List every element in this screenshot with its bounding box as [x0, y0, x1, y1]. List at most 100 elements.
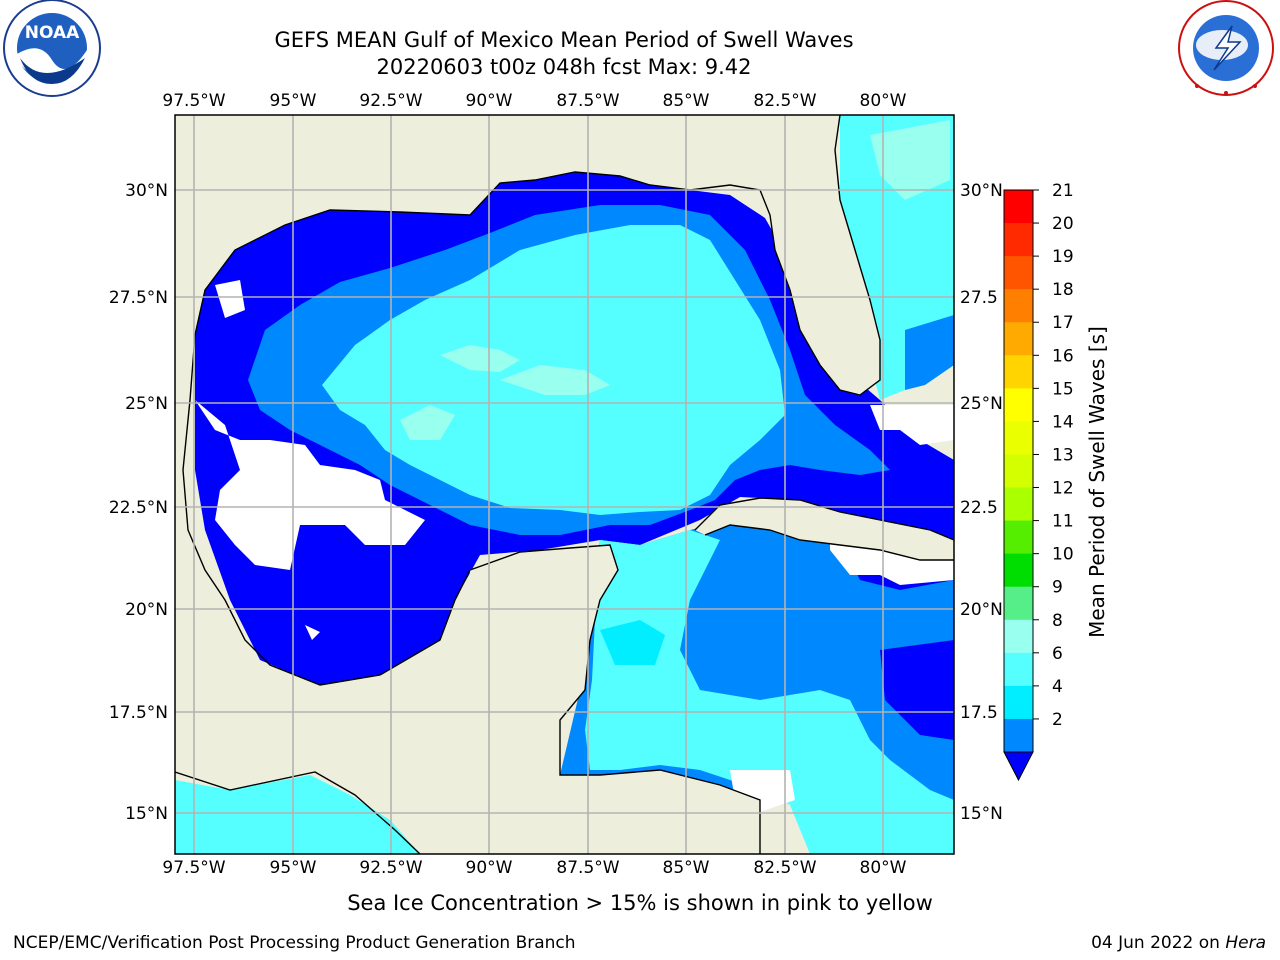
- colorbar-segment: [1004, 718, 1033, 753]
- graticule: [175, 115, 954, 854]
- caribbean-swell-field: [585, 530, 954, 854]
- lat-label: 27.5°N: [109, 288, 168, 308]
- lat-label: 17.5: [960, 703, 998, 723]
- swell-field-pale: [400, 405, 455, 440]
- colorbar-tick-label: 19: [1052, 247, 1074, 267]
- lon-labels-bottom: 97.5°W 95°W 92.5°W 90°W 87.5°W 85°W 82.5…: [162, 858, 906, 878]
- lat-label: 25°N: [125, 394, 168, 414]
- coastline: [182, 115, 881, 686]
- colorbar: [1003, 189, 1034, 782]
- lon-label: 80°W: [860, 91, 907, 111]
- lon-label: 95°W: [270, 858, 317, 878]
- colorbar-segment: [1004, 685, 1033, 720]
- map-frame: [174, 114, 955, 855]
- colorbar-tick-label: 6: [1052, 644, 1063, 664]
- gulf-map: [175, 115, 954, 854]
- lat-label: 27.5: [960, 288, 998, 308]
- date-text: 04 Jun 2022 on: [1091, 933, 1226, 953]
- lon-labels-top: 97.5°W 95°W 92.5°W 90°W 87.5°W 85°W 82.5…: [162, 91, 906, 111]
- lon-label: 92.5°W: [359, 858, 422, 878]
- lon-label: 82.5°W: [753, 858, 816, 878]
- lon-label: 92.5°W: [359, 91, 422, 111]
- land-yucatan: [430, 545, 618, 790]
- coastline: [694, 497, 954, 541]
- colorbar-segment: [1004, 190, 1033, 224]
- colorbar-tick-label: 8: [1052, 611, 1063, 631]
- colorbar-tick-label: 15: [1052, 379, 1074, 399]
- sea-ice-note-text: Sea Ice Concentration > 15% is shown in …: [347, 891, 933, 915]
- lat-label: 20°N: [125, 600, 168, 620]
- colorbar-tick-label: 11: [1052, 512, 1074, 532]
- coastline: [469, 544, 761, 854]
- missing-data-patch: [215, 280, 245, 318]
- lat-labels-right: 30°N 27.5 25°N 22.5 20°N 17.5 15°N: [960, 181, 1003, 824]
- caribbean-swell-field: [600, 620, 665, 665]
- lon-label: 97.5°W: [162, 858, 225, 878]
- land-cuba: [695, 498, 954, 560]
- colorbar-frame: [1003, 189, 1034, 753]
- colorbar-tick-label: 12: [1052, 479, 1074, 499]
- colorbar-segment: [1004, 322, 1033, 356]
- date-host: 04 Jun 2022 on Hera: [1091, 933, 1266, 953]
- noaa-logo: NOAA: [3, 0, 101, 97]
- colorbar-segment: [1004, 487, 1033, 522]
- lon-label: 87.5°W: [556, 858, 619, 878]
- map-subtitle-run-info: 20220603 t00z 048h fcst Max: 9.42: [376, 55, 752, 79]
- colorbar-segment: [1004, 421, 1033, 455]
- lat-labels-left: 30°N 27.5°N 25°N 22.5°N 20°N 17.5°N 15°N: [109, 181, 168, 824]
- nws-logo: [1178, 0, 1274, 96]
- colorbar-tick-label: 10: [1052, 545, 1074, 565]
- colorbar-tick-label: 13: [1052, 445, 1074, 465]
- colorbar-segment: [1004, 454, 1033, 489]
- host-name: Hera: [1225, 933, 1266, 953]
- lat-label: 17.5°N: [109, 703, 168, 723]
- credit-text: NCEP/EMC/Verification Post Processing Pr…: [13, 933, 576, 953]
- colorbar-tick-label: 17: [1052, 313, 1074, 333]
- colorbar-tick-label: 21: [1052, 181, 1074, 201]
- noaa-logo-text: NOAA: [25, 23, 80, 43]
- lon-label: 85°W: [663, 91, 710, 111]
- coastline: [175, 771, 421, 854]
- lon-label: 85°W: [663, 858, 710, 878]
- lon-label: 82.5°W: [753, 91, 816, 111]
- colorbar-tick-label: 14: [1052, 412, 1074, 432]
- atlantic-swell-field: [905, 315, 954, 390]
- missing-data-patch: [195, 400, 425, 570]
- colorbar-segment: [1004, 388, 1033, 422]
- swell-field-pale: [440, 345, 520, 372]
- colorbar-segment: [1004, 652, 1033, 687]
- lon-label: 80°W: [860, 858, 907, 878]
- lat-label: 20°N: [960, 600, 1003, 620]
- coastline: [704, 524, 954, 561]
- colorbar-tick-label: 18: [1052, 280, 1074, 300]
- map-title: GEFS MEAN Gulf of Mexico Mean Period of …: [274, 28, 854, 52]
- colorbar-tick-label: 4: [1052, 677, 1063, 697]
- colorbar-tick-label: 2: [1052, 710, 1063, 730]
- pacific-swell-field: [175, 775, 420, 854]
- colorbar-tick-label: 9: [1052, 578, 1063, 598]
- missing-data-patch: [870, 405, 954, 445]
- colorbar-label: Mean Period of Swell Waves [s]: [1085, 326, 1109, 638]
- colorbar-segment: [1004, 586, 1033, 621]
- colorbar-segment: [1004, 520, 1033, 555]
- lon-label: 87.5°W: [556, 91, 619, 111]
- colorbar-segment: [1004, 553, 1033, 588]
- colorbar-ticks: 21 20 19 18 17 16 15 14 13 12 11 10 9 8 6 4 2: [1033, 181, 1074, 730]
- caribbean-swell-field: [880, 640, 954, 740]
- colorbar-tick-label: 16: [1052, 346, 1074, 366]
- land-central-america: [520, 770, 760, 854]
- colorbar-tick-label: 20: [1052, 214, 1074, 234]
- colorbar-segment: [1004, 619, 1033, 654]
- lon-label: 90°W: [466, 91, 513, 111]
- colorbar-segment: [1004, 256, 1033, 290]
- lat-label: 15°N: [125, 804, 168, 824]
- swell-field-pale: [500, 365, 610, 395]
- lon-label: 90°W: [466, 858, 513, 878]
- lon-label: 95°W: [270, 91, 317, 111]
- missing-data-patch: [305, 625, 320, 640]
- sea-ice-note: Sea Ice Concentration > 15% is shown in …: [0, 891, 1280, 915]
- lat-label: 22.5°N: [109, 498, 168, 518]
- lat-label: 30°N: [960, 181, 1003, 201]
- land-florida: [760, 115, 880, 395]
